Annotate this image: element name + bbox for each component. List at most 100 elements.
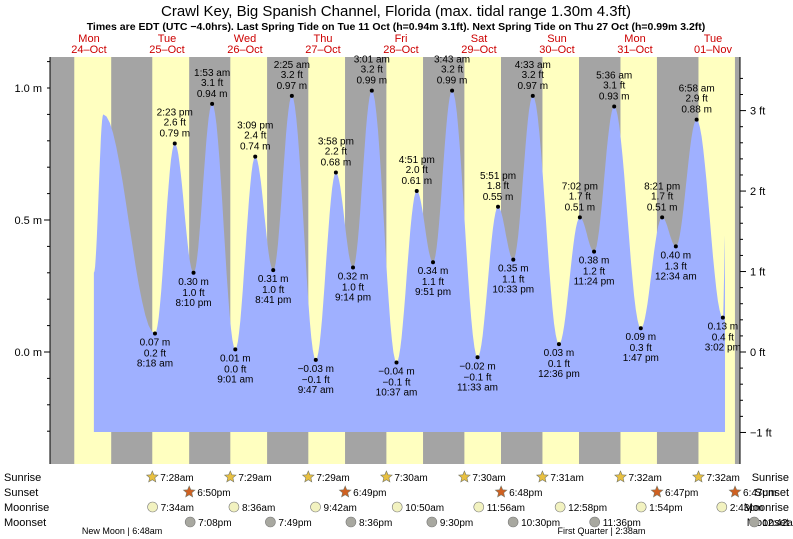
tide-height-m: 0.99 m — [437, 76, 468, 87]
moon-phase-new-moon: New Moon | 6:48am — [82, 526, 162, 536]
tide-time: 5:36 am — [596, 70, 632, 81]
tide-point — [673, 244, 678, 249]
moonrise-time: 9:42am — [324, 503, 357, 514]
moonrise-icon — [310, 501, 321, 513]
sunset-time: 6:47pm — [743, 488, 776, 499]
left-tick-label: 0.0 m — [14, 347, 42, 359]
tide-height-m: −0.02 m — [459, 361, 495, 372]
right-tick-label: 0 ft — [750, 347, 765, 359]
moonrise-icon — [635, 501, 647, 513]
moonset-icon — [426, 516, 438, 528]
tide-height-m: 0.38 m — [579, 256, 610, 267]
tide-height-ft: 3.1 ft — [201, 78, 223, 89]
tide-height-m: 0.09 m — [626, 332, 657, 343]
tide-point — [333, 170, 338, 175]
tide-time: 10:33 pm — [492, 285, 534, 296]
day-header-dow: Mon — [78, 33, 99, 45]
tide-point — [450, 88, 455, 93]
astronomy-rows: Sunrise Sunrise Sunset Sunset Moonrise Moonri… — [4, 470, 793, 536]
tide-height-ft: 1.1 ft — [502, 275, 524, 286]
tide-height-m: 0.68 m — [321, 157, 352, 168]
day-header-date: 01–Nov — [694, 44, 732, 56]
sunset-star-icon — [650, 485, 664, 498]
tide-point — [475, 355, 480, 360]
moonset-time: 12:42am — [762, 518, 793, 529]
row-label-right: Sunrise — [752, 472, 789, 484]
tide-height-ft: 1.1 ft — [422, 277, 444, 288]
tide-time: 3:09 pm — [237, 121, 273, 132]
sunset-star-icon — [728, 485, 742, 498]
moonrise-icon — [473, 501, 485, 513]
day-header-date: 27–Oct — [305, 44, 340, 56]
tide-height-m: 0.94 m — [197, 89, 228, 100]
tide-time: 11:24 pm — [574, 277, 615, 288]
moonrise-icon — [147, 501, 158, 513]
tide-height-ft: 2.0 ft — [406, 165, 428, 176]
tide-height-m: 0.51 m — [647, 202, 678, 213]
tide-time: 8:18 am — [137, 359, 173, 370]
tide-height-m: 0.97 m — [277, 81, 308, 92]
tide-height-m: 0.97 m — [517, 81, 548, 92]
tide-time: 10:37 am — [376, 388, 418, 399]
tide-height-m: 0.31 m — [258, 274, 289, 285]
tide-height-m: 0.51 m — [565, 202, 596, 213]
tide-height-m: 0.13 m — [708, 322, 739, 333]
tide-height-m: 0.99 m — [357, 76, 388, 87]
tide-height-m: 0.35 m — [498, 264, 529, 275]
tide-point — [638, 326, 643, 331]
left-tick-label: 1.0 m — [14, 83, 42, 95]
tide-height-ft: 2.9 ft — [686, 94, 708, 105]
tide-time: 9:51 pm — [415, 287, 451, 298]
tide-time: 1:47 pm — [623, 353, 659, 364]
tide-height-ft: −0.1 ft — [463, 372, 491, 383]
moonset-time: 11:36pm — [603, 518, 641, 529]
tide-point — [351, 265, 356, 270]
tide-point — [431, 260, 436, 265]
tide-height-ft: 0.2 ft — [144, 349, 166, 360]
tide-point — [530, 93, 535, 98]
axes: 1.0 m 0.5 m 0.0 m 3 ft 2 ft 1 ft 0 ft −1 ft — [14, 57, 772, 464]
sunrise-time: 7:32am — [628, 473, 661, 484]
sunset-time: 6:49pm — [353, 488, 386, 499]
tide-height-m: 0.40 m — [661, 250, 692, 261]
day-header-dow: Tue — [158, 33, 177, 45]
day-header-dow: Wed — [234, 33, 256, 45]
tide-height-m: 0.30 m — [178, 277, 209, 288]
sunrise-time: 7:30am — [472, 473, 505, 484]
day-headers: Mon24–OctTue25–OctWed26–OctThu27–OctFri2… — [71, 33, 732, 56]
tide-point — [592, 249, 597, 254]
row-label-left: Moonrise — [4, 502, 49, 514]
tide-time: 12:34 am — [655, 271, 697, 282]
tide-height-ft: 0.3 ft — [630, 343, 652, 354]
night-span — [50, 57, 75, 464]
tide-time: 1:53 am — [194, 68, 230, 79]
moonrise-time: 8:36am — [242, 503, 275, 514]
tide-time: 8:21 pm — [644, 181, 680, 192]
plot-area — [50, 57, 740, 464]
tide-time: 7:02 pm — [562, 181, 598, 192]
tide-time: 11:33 am — [457, 382, 498, 393]
tide-height-ft: 1.0 ft — [262, 285, 284, 296]
tide-point — [313, 357, 318, 362]
tide-time: 6:58 am — [679, 84, 715, 95]
tide-time: 3:58 pm — [318, 136, 354, 147]
tide-point — [172, 141, 177, 146]
tide-point — [233, 347, 238, 352]
tide-height-ft: 2.4 ft — [244, 131, 266, 142]
sunset-time: 6:47pm — [665, 488, 698, 499]
row-label-left: Sunrise — [4, 472, 41, 484]
tide-time: 9:01 am — [217, 374, 253, 385]
tide-height-ft: 1.0 ft — [182, 288, 204, 299]
tide-point — [152, 331, 157, 336]
day-header-dow: Thu — [314, 33, 333, 45]
tide-time: 4:51 pm — [399, 155, 435, 166]
tide-time: 8:10 pm — [175, 298, 211, 309]
tide-point — [210, 101, 215, 106]
tide-point — [720, 315, 725, 320]
moonrise-time: 7:34am — [161, 503, 194, 514]
day-header-date: 28–Oct — [383, 44, 418, 56]
tide-height-ft: 1.7 ft — [651, 191, 673, 202]
tide-height-m: 0.55 m — [483, 192, 514, 203]
sunset-star-icon — [338, 485, 352, 498]
